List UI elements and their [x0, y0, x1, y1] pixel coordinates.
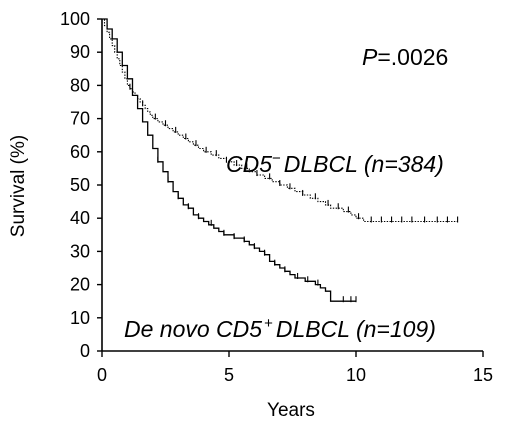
- series-cd5_negative: [102, 18, 459, 223]
- y-tick-label: 30: [70, 241, 90, 261]
- y-tick-label: 100: [60, 9, 90, 29]
- p-value-letter: P: [362, 44, 378, 70]
- y-tick-label: 60: [70, 142, 90, 162]
- x-tick-label: 15: [473, 365, 493, 385]
- x-axis-label: Years: [267, 400, 315, 421]
- cd5-negative-label-sup: −: [272, 150, 281, 167]
- axis-ticks: 0 10 20 30 40 50 60 70 80 90 100 0 5 10 15: [60, 9, 493, 385]
- y-axis-label: Survival (%): [8, 135, 29, 237]
- survival-curve-cd5_positive: [102, 18, 356, 302]
- y-tick-label: 90: [70, 42, 90, 62]
- series-layer: [102, 18, 459, 303]
- y-tick-label: 80: [70, 75, 90, 95]
- x-tick-label: 10: [346, 365, 366, 385]
- p-value-number: =.0026: [377, 44, 448, 70]
- y-tick-label: 70: [70, 109, 90, 129]
- cd5-positive-label: De novo CD5 + DLBCL (n=109): [124, 315, 436, 342]
- y-tick-label: 50: [70, 175, 90, 195]
- y-tick-label: 0: [80, 341, 90, 361]
- cd5-positive-label-post: DLBCL (n=109): [276, 316, 436, 342]
- cd5-negative-label-pre: CD5: [226, 151, 272, 177]
- cd5-positive-label-pre: De novo CD5: [124, 316, 262, 342]
- p-value-annotation: P=.0026: [362, 44, 448, 70]
- y-tick-label: 40: [70, 208, 90, 228]
- y-tick-label: 10: [70, 308, 90, 328]
- cd5-negative-label: CD5− DLBCL (n=384): [226, 150, 444, 177]
- cd5-negative-label-post: DLBCL (n=384): [284, 151, 444, 177]
- x-tick-label: 5: [224, 365, 234, 385]
- series-cd5_positive: [102, 18, 357, 303]
- cd5-positive-label-sup: +: [264, 315, 273, 332]
- y-tick-label: 20: [70, 275, 90, 295]
- x-tick-label: 0: [97, 365, 107, 385]
